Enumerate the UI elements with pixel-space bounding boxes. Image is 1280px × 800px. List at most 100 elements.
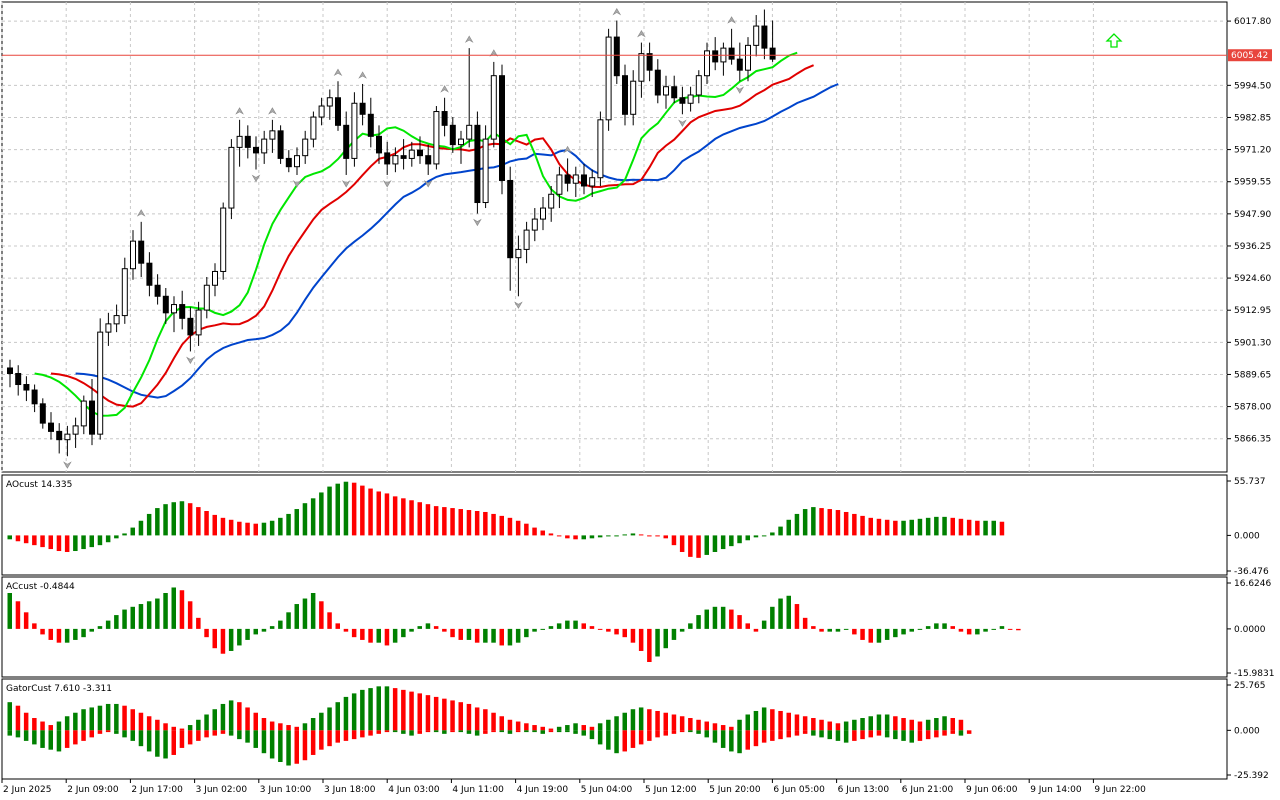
indicator-bar bbox=[401, 730, 406, 734]
indicator-bar bbox=[672, 730, 677, 734]
indicator-bar bbox=[122, 610, 127, 629]
indicator-bar bbox=[278, 518, 283, 536]
indicator-bar bbox=[262, 730, 267, 753]
time-tick-label: 5 Jun 04:00 bbox=[581, 785, 633, 795]
candle-body bbox=[180, 305, 185, 319]
indicator-bar bbox=[180, 501, 185, 535]
indicator-bar bbox=[172, 730, 177, 755]
indicator-bar bbox=[65, 629, 70, 643]
indicator-bar bbox=[409, 629, 414, 632]
indicator-bar bbox=[368, 730, 373, 735]
candle-body bbox=[360, 103, 365, 114]
indicator-bar bbox=[377, 629, 382, 643]
indicator-bar bbox=[877, 519, 882, 536]
indicator-bar bbox=[967, 629, 972, 635]
current-price-tag: 6005.42 bbox=[1228, 49, 1272, 61]
indicator-bar bbox=[106, 621, 111, 629]
time-tick-label: 6 Jun 13:00 bbox=[838, 785, 890, 795]
indicator-bar bbox=[852, 720, 857, 731]
indicator-bar bbox=[32, 730, 37, 744]
indicator-bar bbox=[778, 599, 783, 629]
indicator-bar bbox=[590, 626, 595, 629]
indicator-bar bbox=[746, 535, 751, 540]
ao-title: AOcust 14.335 bbox=[6, 480, 72, 490]
indicator-tick-label: 0.0000 bbox=[1234, 625, 1266, 635]
indicator-bar bbox=[500, 516, 505, 536]
indicator-bar bbox=[836, 629, 841, 632]
indicator-bar bbox=[828, 509, 833, 535]
indicator-bar bbox=[934, 718, 939, 730]
indicator-bar bbox=[286, 730, 291, 765]
indicator-bar bbox=[573, 730, 578, 734]
indicator-bar bbox=[57, 730, 62, 751]
indicator-bar bbox=[344, 629, 349, 632]
candle-body bbox=[541, 208, 546, 219]
candle-body bbox=[516, 249, 521, 257]
indicator-bar bbox=[163, 593, 168, 629]
indicator-bar bbox=[795, 604, 800, 629]
indicator-bar bbox=[131, 528, 136, 536]
indicator-bar bbox=[57, 722, 62, 731]
indicator-bar bbox=[721, 730, 726, 748]
indicator-bar bbox=[836, 510, 841, 535]
indicator-bar bbox=[623, 534, 628, 535]
candle-body bbox=[237, 136, 242, 147]
indicator-bar bbox=[869, 716, 874, 730]
indicator-bar bbox=[639, 707, 644, 730]
indicator-bar bbox=[967, 730, 972, 734]
indicator-bar bbox=[163, 730, 168, 758]
indicator-bar bbox=[221, 518, 226, 536]
indicator-bar bbox=[910, 720, 915, 731]
candle-body bbox=[229, 147, 234, 208]
indicator-bar bbox=[188, 601, 193, 629]
indicator-bar bbox=[811, 718, 816, 730]
indicator-bar bbox=[147, 514, 152, 535]
candle-body bbox=[188, 318, 193, 335]
indicator-bar bbox=[360, 730, 365, 737]
indicator-bar bbox=[516, 722, 521, 731]
candle-body bbox=[459, 139, 464, 145]
indicator-bar bbox=[680, 629, 685, 632]
indicator-bar bbox=[893, 521, 898, 536]
indicator-bar bbox=[442, 730, 447, 734]
candle-body bbox=[32, 390, 37, 404]
candle-body bbox=[65, 434, 70, 440]
candle-body bbox=[385, 153, 390, 164]
indicator-bar bbox=[491, 713, 496, 731]
indicator-bar bbox=[483, 629, 488, 643]
indicator-bar bbox=[24, 612, 29, 629]
indicator-bar bbox=[213, 629, 218, 648]
indicator-bar bbox=[262, 629, 267, 632]
indicator-bar bbox=[426, 695, 431, 730]
indicator-bar bbox=[418, 502, 423, 535]
indicator-bar bbox=[795, 730, 800, 735]
candle-body bbox=[327, 98, 332, 106]
indicator-bar bbox=[688, 718, 693, 730]
indicator-bar bbox=[352, 629, 357, 637]
indicator-bar bbox=[278, 730, 283, 762]
indicator-bar bbox=[459, 509, 464, 535]
indicator-bar bbox=[565, 535, 570, 538]
time-tick-label: 3 Jun 18:00 bbox=[324, 785, 376, 795]
candle-body bbox=[442, 112, 447, 126]
indicator-bar bbox=[32, 535, 37, 545]
indicator-bar bbox=[614, 535, 619, 536]
indicator-bar bbox=[844, 730, 849, 742]
indicator-bar bbox=[114, 535, 119, 538]
indicator-bar bbox=[852, 514, 857, 535]
indicator-bar bbox=[508, 629, 513, 646]
candle-body bbox=[606, 37, 611, 120]
indicator-bar bbox=[106, 704, 111, 730]
indicator-bar bbox=[196, 720, 201, 731]
indicator-bar bbox=[975, 629, 980, 635]
indicator-bar bbox=[65, 730, 70, 748]
candle-body bbox=[24, 385, 29, 391]
indicator-bar bbox=[705, 610, 710, 629]
indicator-bar bbox=[664, 713, 669, 731]
candle-body bbox=[336, 98, 341, 126]
indicator-bar bbox=[516, 521, 521, 536]
candle-body bbox=[49, 423, 54, 431]
candle-body bbox=[319, 106, 324, 117]
indicator-bar bbox=[565, 725, 570, 730]
